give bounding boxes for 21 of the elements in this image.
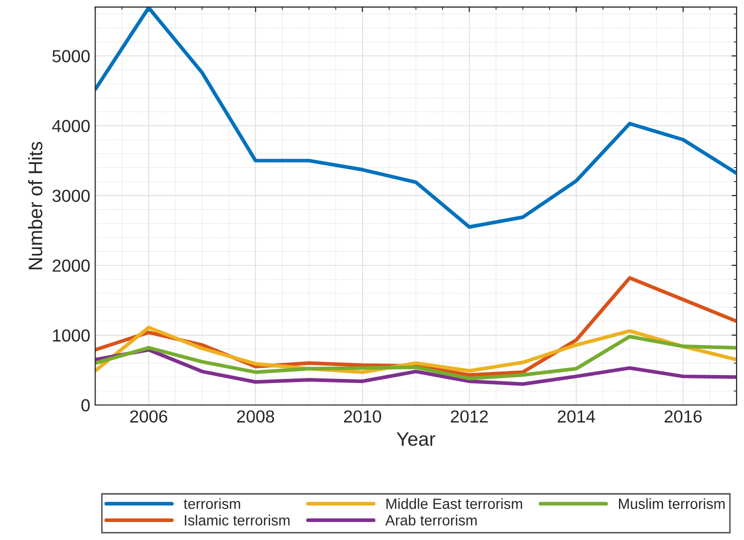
x-tick-label: 2008	[237, 410, 274, 423]
y-tick-label: 5000	[52, 50, 90, 62]
legend-label: Middle East terrorism	[386, 498, 522, 509]
x-axis-title: Year	[396, 432, 436, 446]
y-tick-label: 4000	[52, 120, 90, 132]
y-tick-label: 1000	[53, 329, 90, 342]
x-tick-label: 2014	[558, 410, 596, 423]
line-series	[95, 334, 737, 380]
y-axis-title: Number of Hits	[28, 142, 42, 270]
legend-label: Arab terrorism	[385, 514, 477, 526]
legend-label: Islamic terrorism	[184, 514, 290, 526]
legend-label: terrorism	[184, 498, 240, 509]
y-tick-label: 0	[81, 399, 90, 412]
y-tick-label: 3000	[52, 190, 90, 202]
x-tick-label: 2012	[450, 410, 488, 423]
x-tick-label: 2006	[130, 410, 168, 423]
x-tick-label: 2016	[664, 410, 702, 423]
x-tick-label: 2010	[344, 410, 382, 423]
legend-label: Muslim terrorism	[619, 498, 725, 509]
line-series	[95, 348, 737, 386]
y-tick-label: 2000	[52, 260, 90, 272]
